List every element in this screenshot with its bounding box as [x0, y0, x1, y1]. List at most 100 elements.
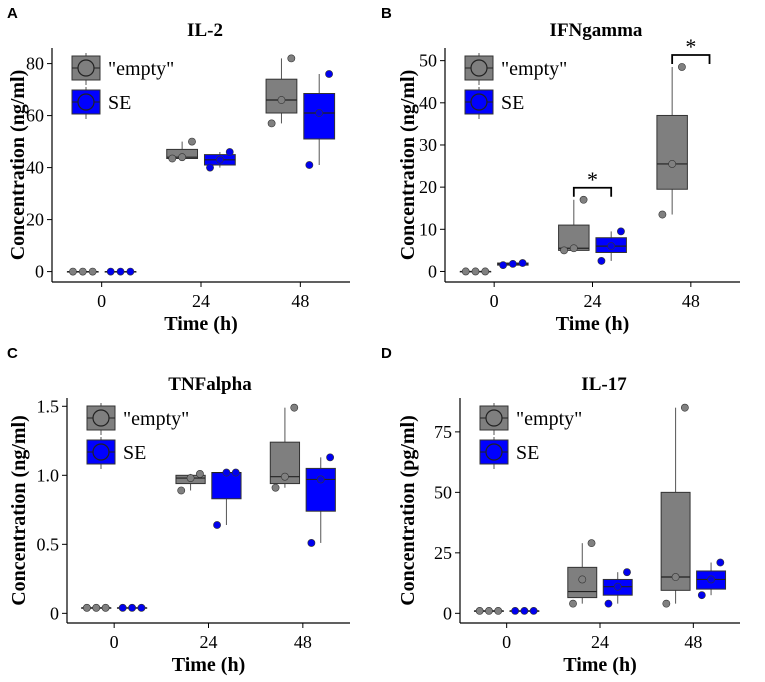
legend-key-point	[470, 59, 488, 77]
data-point	[126, 267, 135, 276]
y-axis-label: Concentration (ng/ml)	[8, 415, 30, 606]
panel-title: IL-17	[581, 374, 627, 395]
box-body	[305, 467, 336, 512]
data-point	[578, 575, 587, 584]
box-se-24	[602, 568, 633, 608]
data-point	[481, 267, 490, 276]
x-tick-label: 48	[682, 291, 700, 311]
data-point	[520, 607, 529, 615]
data-point	[579, 195, 588, 204]
x-tick-label: 24	[192, 291, 210, 311]
y-tick-label: 0	[443, 603, 452, 623]
data-point	[225, 148, 234, 156]
x-tick-label: 0	[110, 632, 119, 652]
panel-b: B IFNgamma 0 10 20 30 40 50 0 24 48 Time (h) Concent…	[381, 5, 740, 335]
data-point	[316, 475, 325, 484]
data-point	[560, 246, 568, 255]
data-point	[213, 521, 221, 529]
y-tick-label: 1.0	[37, 465, 60, 485]
box-empty-0	[473, 607, 504, 615]
y-tick-label: 0	[35, 262, 44, 282]
panel-c: C TNFalpha 0 0.5 1.0 1.5 0 24 48 Time (h) Concentr…	[7, 345, 350, 676]
y-tick-label: 50	[419, 51, 437, 71]
data-point	[307, 539, 316, 547]
legend-label: SE	[501, 92, 524, 114]
box-empty-0	[66, 267, 99, 276]
data-point	[92, 603, 101, 612]
data-point	[116, 267, 125, 276]
box-empty-24	[166, 137, 199, 163]
data-point	[697, 591, 706, 600]
x-tick-label: 24	[591, 632, 609, 652]
y-tick-label: 75	[434, 422, 452, 442]
box-empty-0	[459, 267, 492, 276]
box-se-24	[595, 227, 627, 265]
panel-letter: B	[381, 5, 392, 22]
y-tick-label: 0.5	[37, 534, 60, 554]
box-se-48	[696, 558, 727, 600]
y-tick-label: 40	[419, 93, 437, 113]
y-tick-label: 0	[428, 261, 437, 281]
box-se-24	[211, 468, 242, 529]
panel-letter: A	[7, 5, 18, 22]
data-point	[485, 607, 493, 615]
box-empty-48	[269, 403, 301, 492]
data-point	[315, 109, 324, 117]
data-point	[508, 259, 517, 268]
legend-key-point	[92, 443, 110, 461]
y-tick-label: 0	[50, 603, 59, 623]
data-point	[305, 161, 314, 169]
box-empty-24	[567, 539, 598, 608]
significance-star: *	[587, 167, 598, 192]
legend-label: "empty"	[123, 408, 189, 430]
data-point	[325, 70, 333, 78]
legend-label: "empty"	[501, 58, 567, 80]
significance-bracket	[572, 186, 613, 197]
legend-key-point	[470, 93, 488, 111]
data-point	[587, 539, 596, 548]
legend-key-point	[485, 443, 503, 461]
y-tick-label: 25	[434, 543, 452, 563]
box-empty-48	[265, 54, 298, 128]
data-point	[680, 403, 689, 412]
legend: "empty" SE	[86, 403, 189, 469]
data-point	[569, 599, 577, 608]
x-tick-label: 48	[291, 291, 309, 311]
data-point	[186, 474, 195, 482]
x-tick-label: 24	[584, 291, 602, 311]
box-se-24	[203, 148, 236, 172]
data-point	[177, 486, 186, 495]
x-axis-label: Time (h)	[563, 654, 637, 676]
data-point	[604, 599, 613, 608]
y-tick-label: 20	[419, 177, 437, 197]
data-point	[118, 603, 127, 612]
data-point	[494, 607, 503, 615]
panel-d: D IL-17 0 25 50 75 0 24 48 Time (h) Concentration …	[381, 345, 740, 676]
data-point	[668, 160, 677, 168]
data-point	[277, 96, 286, 104]
x-tick-label: 0	[502, 632, 511, 652]
data-point	[168, 154, 177, 163]
data-point	[623, 568, 631, 577]
x-tick-label: 48	[294, 632, 312, 652]
legend-key-point	[485, 409, 503, 427]
y-axis-label: Concentration (pg/ml)	[397, 415, 419, 606]
data-point	[658, 210, 667, 219]
legend-label: SE	[108, 92, 131, 114]
box-se-0	[497, 259, 529, 270]
data-point	[607, 242, 616, 251]
y-tick-label: 50	[434, 482, 452, 502]
legend-key-point	[92, 409, 110, 427]
data-point	[267, 119, 276, 128]
data-point	[511, 607, 520, 615]
box-se-48	[303, 70, 336, 169]
y-tick-label: 20	[26, 210, 44, 230]
data-point	[178, 153, 187, 162]
data-point	[326, 453, 335, 462]
data-point	[707, 575, 715, 584]
data-point	[716, 558, 725, 567]
x-axis-label: Time (h)	[164, 313, 238, 335]
data-point	[475, 607, 484, 615]
box-body	[265, 78, 298, 114]
